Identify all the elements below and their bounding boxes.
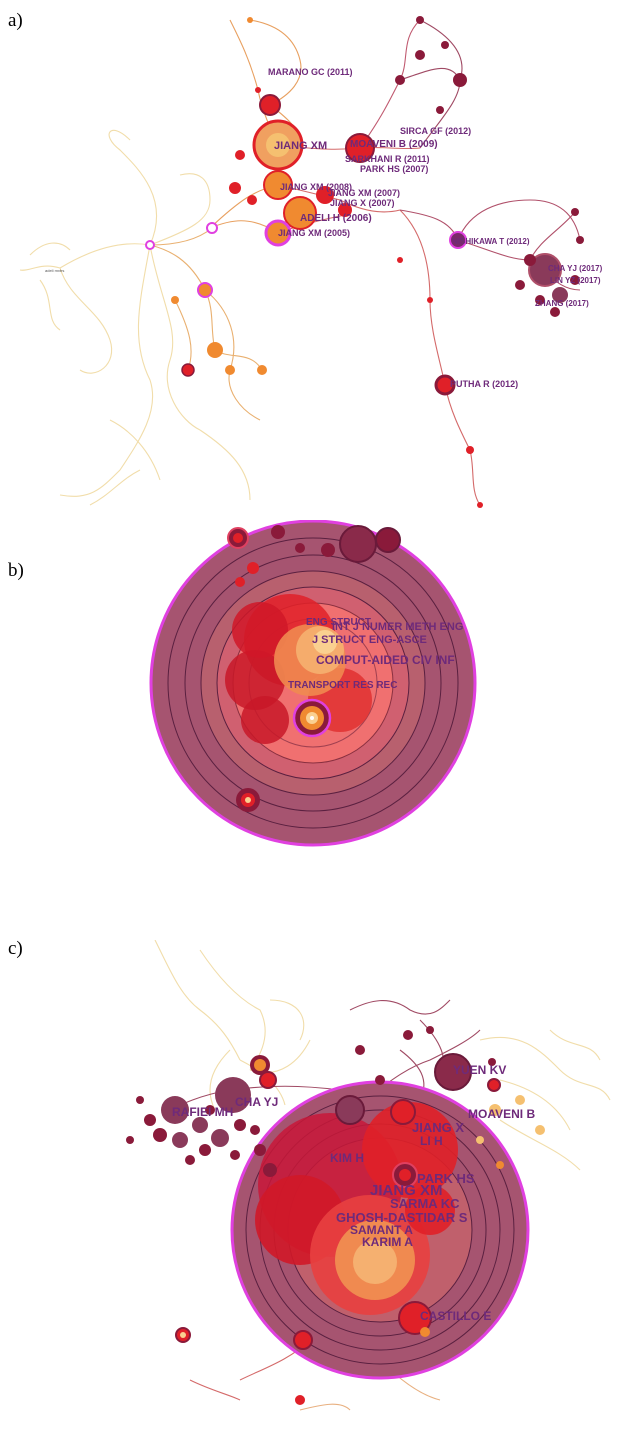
- panel-b-labels: ENG STRUCT INT J NUMER METH ENG J STRUCT…: [288, 617, 463, 691]
- panel-a-network: MARANO GC (2011) SIRCA GF (2012) JIANG X…: [19, 16, 603, 508]
- node-label: LI H: [420, 1134, 443, 1148]
- node-label: PUTHA R (2012): [450, 379, 518, 389]
- node-label: PARK HS (2007): [360, 164, 428, 174]
- panel-a-nodes: [145, 16, 584, 508]
- node-label: LIN YZ (2017): [550, 276, 601, 285]
- node-label: JIANG XM (2005): [278, 228, 350, 238]
- panel-label-b: b): [8, 560, 24, 581]
- node-label: CHA YJ (2017): [548, 264, 603, 273]
- panel-c-nodes: [126, 1026, 545, 1405]
- node-label: J STRUCT ENG-ASCE: [312, 634, 427, 646]
- node-label: JIANG XM (2007): [328, 188, 400, 198]
- node-label: INT J NUMER METH ENG: [332, 621, 463, 633]
- node-label: JIANG XM (2008): [280, 182, 352, 192]
- node-label: SARKHANI R (2011): [345, 154, 430, 164]
- panel-c-labels: YUEN KV RAFIEI MH CHA YJ MOAVENI B JIANG…: [172, 1063, 535, 1323]
- node-label: JIANG XM: [274, 140, 327, 152]
- panel-a-edges: [19, 19, 581, 506]
- node-label: KIM H: [330, 1151, 364, 1165]
- panel-b-nodes: [225, 525, 401, 812]
- node-label: NISHIKAWA T (2012): [452, 237, 530, 246]
- node-label: YUEN KV: [453, 1063, 506, 1077]
- node-label: ZHANG (2017): [535, 299, 589, 308]
- node-label: CHA YJ: [235, 1095, 278, 1109]
- node-label: RAFIEI MH: [172, 1105, 233, 1119]
- node-label: JIANG X: [412, 1120, 464, 1135]
- node-label: JIANG X (2007): [330, 198, 395, 208]
- panel-b-network: ENG STRUCT INT J NUMER METH ENG J STRUCT…: [149, 520, 477, 847]
- node-label: SARMA KC: [390, 1196, 460, 1211]
- node-label: MARANO GC (2011): [268, 67, 353, 77]
- node-label: SIRCA GF (2012): [400, 126, 471, 136]
- panel-label-a: a): [8, 10, 23, 31]
- node-label: PARK HS: [417, 1171, 475, 1186]
- node-label: COMPUT-AIDED CIV INF: [316, 653, 455, 667]
- node-label: GHOSH-DASTIDAR S: [336, 1210, 468, 1225]
- node-label: SAMANT A: [350, 1223, 413, 1237]
- panel-a-labels: MARANO GC (2011) SIRCA GF (2012) JIANG X…: [45, 67, 603, 389]
- node-label: KARIM A: [362, 1235, 413, 1249]
- node-label: TRANSPORT RES REC: [288, 680, 397, 691]
- node-label: MOAVENI B: [468, 1107, 535, 1121]
- panel-label-c: c): [8, 938, 23, 959]
- panel-c-network: YUEN KV RAFIEI MH CHA YJ MOAVENI B JIANG…: [126, 940, 611, 1411]
- node-label: ADELI H (2006): [300, 213, 372, 224]
- node-label: CASTILLO E: [420, 1309, 491, 1323]
- node-label: JIANG XM: [370, 1182, 443, 1199]
- node-label: adeli mxtrs: [45, 268, 64, 273]
- node-label: MOAVENI B (2009): [350, 139, 438, 150]
- node-label: ENG STRUCT: [306, 617, 371, 628]
